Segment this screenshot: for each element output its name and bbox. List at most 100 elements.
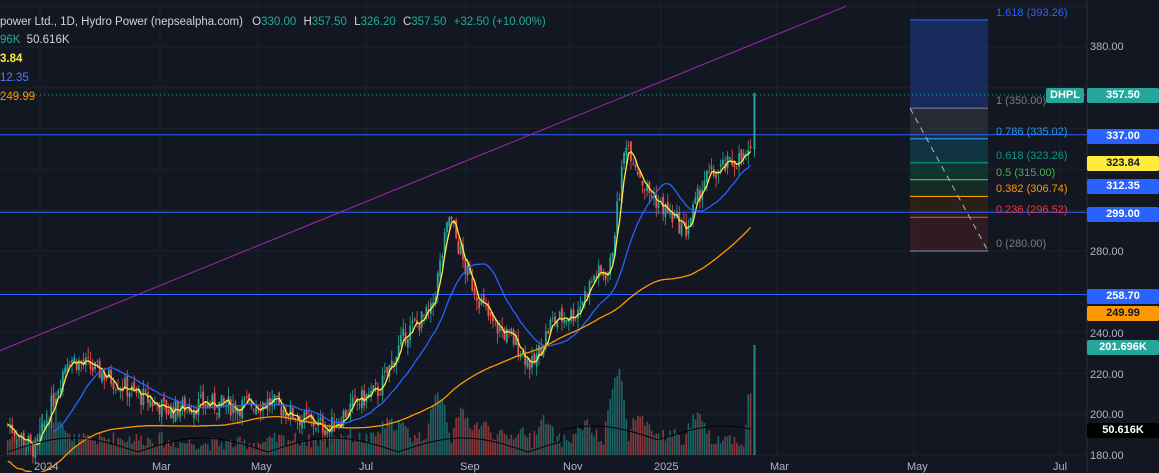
volume-bar [319,439,322,455]
volume-ma-tag: 50.616K [1087,423,1159,438]
fib-level-label: 1 (350.00) [996,95,1047,108]
volume-bar [144,445,147,455]
volume-bar [586,419,589,455]
candle-body [363,390,366,406]
candle-body [655,194,658,209]
candle-body [443,232,446,254]
volume-bar [660,438,662,455]
candle-body [218,401,221,418]
fib-zone-band [910,138,988,163]
volume-bar [333,436,336,455]
volume-bar [89,437,92,455]
candle-body [6,423,9,425]
candle-body [347,413,349,415]
volume-bar [317,446,319,455]
volume-bar [374,436,377,455]
volume-bar [753,345,756,455]
candle-body [563,318,566,323]
volume-bar [110,444,112,455]
volume-bar [117,437,119,455]
volume-bar [269,436,271,455]
fib-level-label: 0.382 (306.74) [996,183,1068,196]
volume-bar [342,436,345,455]
candle-body [416,320,418,323]
candle-body [34,440,37,458]
volume-bar [418,431,421,455]
volume-bar [388,420,391,455]
candle-body [565,320,568,323]
candle-body [738,152,740,168]
volume-bar [200,445,202,455]
candle-body [627,145,630,147]
volume-bar [630,429,632,455]
volume-bar [220,442,223,455]
candle-body [354,395,356,397]
trend-line [0,5,847,352]
candle-body [694,197,697,204]
volume-bar [448,432,451,455]
volume-bar [324,438,326,455]
candle-body [657,202,660,208]
candle-body [68,364,71,367]
candle-body [496,322,499,334]
volume-bar [402,422,405,455]
volume-bar [634,420,637,455]
fib-zone-band [910,108,988,139]
legend-close-label: C [402,16,412,28]
candle-body [291,407,294,419]
volume-bar [105,439,108,455]
volume-bar [165,443,168,455]
candle-body [595,276,598,279]
volume-bar [349,428,352,455]
fib-zone-band [910,19,988,109]
volume-bar [593,436,595,455]
candle-body [41,423,44,432]
candle-body [170,405,172,419]
candle-body [222,398,225,403]
candle-body [722,159,724,165]
candle-body [459,246,462,254]
hline-tag-337: 337.00 [1087,129,1159,144]
candle-body [82,359,85,365]
volume-bar [386,417,388,455]
volume-bar [738,445,740,455]
candle-body [75,360,78,370]
volume-bar [749,393,752,455]
candle-body [13,431,16,437]
candle-body [377,386,379,397]
candle-body [692,204,694,222]
volume-bar [457,417,460,455]
volume-bar [689,427,692,455]
volume-bar [600,441,602,455]
candle-body [344,410,347,418]
candle-body [609,257,612,275]
candle-body [137,390,140,393]
legend-open-label: O [252,16,262,28]
volume-bar [545,424,547,455]
volume-bar [436,392,439,455]
candle-body [204,403,207,407]
candle-body [383,370,386,373]
candle-body [59,387,62,391]
volume-bar [390,418,393,455]
legend-close: 357.50 [411,16,447,28]
volume-bar [492,439,494,455]
candle-body [133,381,136,389]
volume-bar [607,410,609,455]
volume-bar [354,438,356,455]
candle-body [29,434,32,441]
volume-bar [671,436,674,455]
candle-body [358,404,361,406]
volume-bar [264,441,267,455]
time-tick: Jul [359,461,374,473]
candle-body [142,388,145,406]
candle-body [636,171,639,175]
volume-bar [439,399,441,455]
legend-volume-row: 96K 50.616K [0,33,546,48]
volume-bar [358,432,361,455]
chart-legend: power Ltd., 1D, Hydro Power (nepsealpha.… [0,15,546,105]
volume-bar [653,435,655,455]
candle-body [446,222,448,233]
candle-body [379,393,382,396]
